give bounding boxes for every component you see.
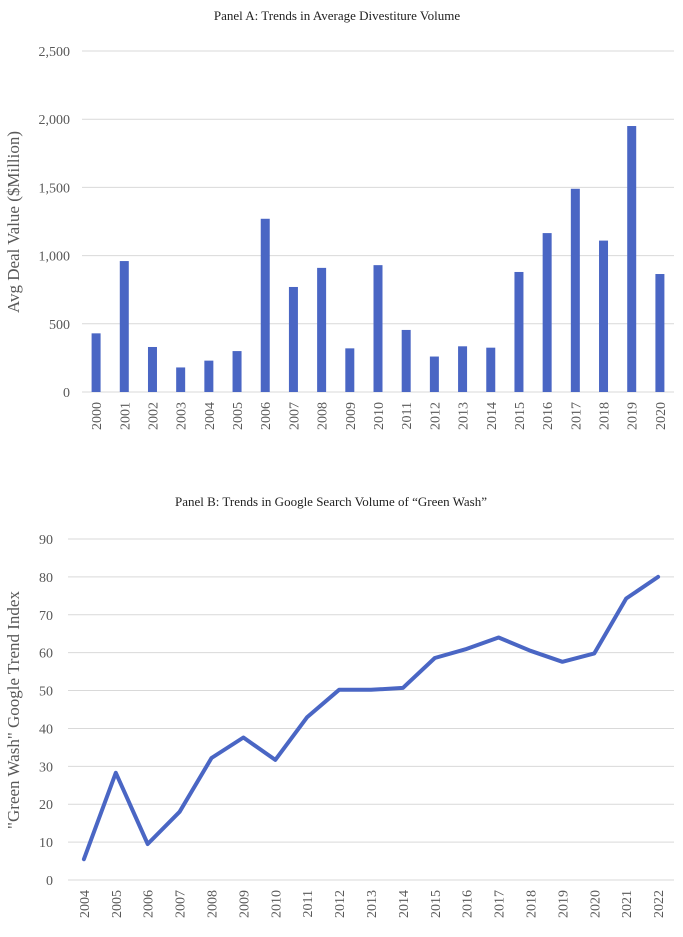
panel-a-y-tick-label: 1,000: [39, 250, 71, 265]
panel-b-y-tick-label: 90: [39, 533, 53, 548]
panel-a-bar: [514, 271, 524, 392]
panel-b-x-ticks: 2004 2005 2006 2007 2008 2009 2010 2011 2012 2013…: [78, 890, 667, 918]
panel-a-bar: [260, 218, 270, 392]
panel-a-bar: [542, 233, 552, 392]
panel-b-x-tick-label: 2014: [397, 890, 412, 918]
panel-b-y-ticks: 0 10 20 30 40 50 60 70 80 90: [39, 533, 53, 889]
panel-b-line-chart: Panel B: Trends in Google Search Volume …: [4, 494, 674, 918]
panel-a-bar: [176, 367, 186, 392]
panel-a-y-tick-label: 2,000: [39, 113, 71, 128]
panel-a-x-tick-label: 2012: [428, 402, 443, 430]
panel-b-y-tick-label: 60: [39, 647, 53, 662]
panel-b-series: [81, 574, 661, 862]
panel-b-y-tick-label: 30: [39, 760, 53, 775]
panel-b-x-tick-label: 2008: [206, 890, 221, 918]
panel-a-bar: [204, 360, 214, 392]
panel-b-x-tick-label: 2015: [429, 890, 444, 918]
panel-a-bar: [317, 267, 327, 392]
panel-a-x-tick-label: 2018: [598, 402, 613, 430]
panel-a-bar: [655, 274, 665, 392]
panel-b-x-tick-label: 2020: [588, 890, 603, 918]
panel-a-x-tick-label: 2000: [90, 402, 105, 430]
panel-a-x-tick-label: 2004: [203, 402, 218, 430]
panel-b-x-tick-label: 2006: [142, 890, 157, 918]
panel-a-x-ticks: 2000 2001 2002 2003 2004 2005 2006 2007 2008 2009…: [90, 402, 669, 430]
panel-a-title: Panel A: Trends in Average Divestiture V…: [214, 8, 460, 23]
panel-a-x-tick-label: 2016: [541, 402, 556, 430]
panel-b-x-tick-label: 2013: [365, 890, 380, 918]
panel-a-x-tick-label: 2015: [513, 402, 528, 430]
panel-b-y-tick-label: 40: [39, 722, 53, 737]
panel-b-x-tick-label: 2007: [174, 890, 189, 918]
panel-b-y-tick-label: 10: [39, 836, 53, 851]
panel-b-x-tick-label: 2017: [493, 890, 508, 918]
panel-b-x-tick-label: 2011: [301, 890, 316, 917]
panel-a-bar: [570, 188, 580, 392]
panel-a-x-tick-label: 2017: [569, 402, 584, 430]
panel-b-y-tick-label: 50: [39, 685, 53, 700]
panel-b-x-tick-label: 2012: [333, 890, 348, 918]
panel-b-x-tick-label: 2019: [556, 890, 571, 918]
panel-a-x-tick-label: 2006: [259, 402, 274, 430]
panel-a-bar: [599, 240, 609, 392]
panel-a-y-tick-label: 1,500: [39, 181, 71, 196]
panel-a-y-tick-label: 500: [49, 318, 70, 333]
panel-a-bar: [401, 329, 411, 392]
panel-a-x-tick-label: 2009: [344, 402, 359, 430]
panel-a-x-tick-label: 2010: [372, 402, 387, 430]
panel-b-x-tick-label: 2004: [78, 890, 93, 918]
panel-b-x-tick-label: 2022: [652, 890, 667, 918]
panel-b-gridlines: [68, 538, 674, 881]
panel-a-bar: [627, 126, 637, 393]
panel-a-bar: [232, 351, 242, 392]
panel-b-x-tick-label: 2009: [237, 890, 252, 918]
panel-b-y-axis-label: "Green Wash" Google Trend Index: [4, 591, 23, 829]
panel-a-x-tick-label: 2020: [654, 402, 669, 430]
panel-b-y-tick-label: 80: [39, 571, 53, 586]
panel-a-y-tick-label: 2,500: [39, 45, 71, 60]
panel-a-y-axis-label: Avg Deal Value ($Million): [4, 131, 23, 313]
panel-a-bars: [91, 126, 665, 393]
panel-a-bar: [288, 286, 298, 392]
panel-a-bar: [91, 333, 101, 392]
panel-a-bar: [429, 356, 439, 392]
panel-a-bar: [147, 346, 157, 392]
panel-b-y-tick-label: 20: [39, 798, 53, 813]
panel-a-x-tick-label: 2001: [118, 402, 133, 430]
panel-a-bar: [486, 347, 496, 392]
panel-a-x-tick-label: 2007: [287, 402, 302, 430]
panel-a-x-tick-label: 2005: [231, 402, 246, 430]
panel-b-x-tick-label: 2010: [269, 890, 284, 918]
panel-a-x-tick-label: 2019: [626, 402, 641, 430]
panel-b-x-tick-label: 2021: [620, 890, 635, 918]
panel-a-y-ticks: 0 500 1,000 1,500 2,000 2,500: [39, 45, 71, 401]
panel-b-y-tick-label: 0: [46, 874, 53, 889]
panel-a-bar: [119, 261, 129, 392]
panel-a-x-tick-label: 2003: [175, 402, 190, 430]
panel-a-bar: [373, 265, 383, 392]
panel-a-bar-chart: Panel A: Trends in Average Divestiture V…: [4, 8, 674, 430]
panel-b-y-tick-label: 70: [39, 609, 53, 624]
panel-a-x-tick-label: 2014: [485, 402, 500, 430]
panel-a-bar: [458, 346, 468, 392]
panel-a-x-tick-label: 2002: [146, 402, 161, 430]
panel-a-x-tick-label: 2011: [400, 402, 415, 429]
panel-b-series-line: [81, 574, 661, 862]
panel-b-title: Panel B: Trends in Google Search Volume …: [175, 494, 487, 509]
panel-b-x-tick-label: 2005: [110, 890, 125, 918]
panel-a-bar: [345, 348, 355, 392]
panel-a-x-tick-label: 2013: [457, 402, 472, 430]
panel-a-x-tick-label: 2008: [316, 402, 331, 430]
panel-b-x-tick-label: 2016: [461, 890, 476, 918]
panel-a-y-tick-label: 0: [63, 386, 70, 401]
panel-b-x-tick-label: 2018: [524, 890, 539, 918]
